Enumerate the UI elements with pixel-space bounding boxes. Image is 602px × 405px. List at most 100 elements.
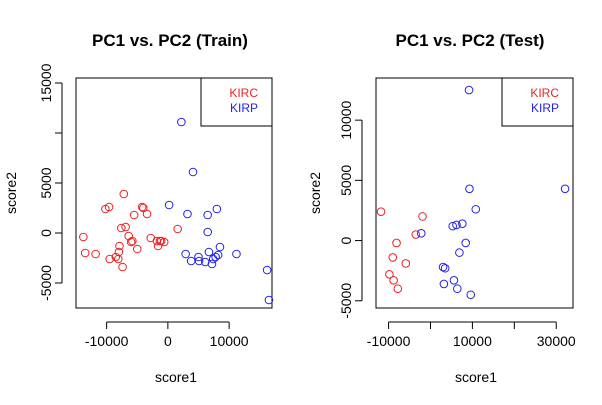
- data-point: [262, 265, 272, 275]
- y-tick-label: 15000: [38, 63, 54, 102]
- x-tick-label: 30000: [537, 333, 576, 349]
- data-point: [449, 276, 459, 285]
- data-point: [376, 207, 386, 216]
- y-tick-label: 5000: [338, 165, 354, 196]
- chart-panel-1: PC1 vs. PC2 (Train) -10000 0 10000 score1 -50…: [3, 31, 274, 385]
- data-point: [401, 259, 411, 268]
- x-axis-label: score1: [155, 369, 197, 385]
- data-point: [91, 249, 100, 259]
- data-point: [232, 249, 241, 259]
- data-point: [183, 209, 192, 219]
- y-axis-label: score2: [307, 172, 323, 214]
- series-kirc: [79, 189, 182, 272]
- data-point: [177, 117, 186, 127]
- x-tick-label: -10000: [85, 333, 129, 349]
- series-kirp: [416, 85, 570, 300]
- legend-box: [501, 77, 574, 127]
- data-point: [560, 184, 570, 194]
- data-point: [464, 85, 474, 95]
- data-point: [79, 232, 88, 242]
- y-tick-label: 0: [38, 229, 54, 237]
- y-tick-label: 10000: [338, 100, 354, 139]
- y-tick-label: 0: [338, 236, 354, 244]
- y-axis-label: score2: [3, 172, 19, 214]
- data-point: [439, 279, 449, 289]
- data-point: [121, 222, 130, 232]
- x-axis-label: score1: [455, 369, 497, 385]
- data-point: [159, 237, 169, 247]
- y-tick-label: 5000: [38, 167, 54, 198]
- data-point: [455, 248, 464, 257]
- data-point: [392, 238, 401, 248]
- x-tick-label: 10000: [210, 333, 249, 349]
- data-point: [385, 269, 394, 279]
- data-point: [471, 204, 481, 214]
- chart-panel-2: PC1 vs. PC2 (Test) -10000 10000 30000 score1…: [307, 31, 576, 385]
- data-point: [118, 262, 127, 272]
- x-tick-label: 10000: [453, 333, 492, 349]
- data-point: [213, 250, 223, 260]
- data-point: [188, 167, 198, 177]
- data-point: [164, 200, 174, 210]
- data-point: [204, 247, 214, 257]
- data-point: [452, 220, 461, 230]
- data-point: [448, 221, 458, 231]
- data-point: [203, 210, 212, 220]
- data-point: [211, 252, 220, 262]
- data-point: [388, 253, 398, 262]
- data-point: [194, 256, 204, 266]
- data-point: [129, 210, 139, 220]
- legend-entry: KIRP: [531, 101, 559, 115]
- data-point: [416, 229, 426, 238]
- y-tick-label: -5000: [38, 265, 54, 301]
- data-point: [186, 256, 196, 266]
- data-point: [453, 284, 462, 294]
- series-kirc: [376, 207, 427, 294]
- data-point: [104, 202, 114, 212]
- plot-frame: [75, 77, 273, 309]
- data-point: [194, 252, 203, 262]
- data-point: [114, 247, 124, 257]
- data-point: [173, 224, 182, 234]
- data-point: [418, 212, 427, 221]
- x-tick-label: -10000: [367, 333, 411, 349]
- data-point: [264, 295, 274, 305]
- data-point: [466, 290, 476, 300]
- legend-entry: KIRC: [229, 86, 258, 100]
- data-point: [105, 254, 114, 264]
- plot-frame: [375, 77, 574, 309]
- data-point: [411, 230, 421, 239]
- series-kirp: [164, 117, 274, 305]
- data-point: [128, 236, 137, 246]
- data-point: [438, 262, 448, 272]
- y-tick-label: -5000: [338, 283, 354, 319]
- data-point: [203, 227, 212, 237]
- chart-title: PC1 vs. PC2 (Test): [396, 31, 545, 50]
- data-point: [389, 276, 398, 285]
- data-point: [458, 219, 467, 229]
- data-point: [115, 241, 124, 251]
- chart-title: PC1 vs. PC2 (Train): [92, 31, 248, 50]
- data-point: [207, 259, 217, 269]
- data-point: [461, 238, 470, 248]
- legend-entry: KIRC: [530, 86, 559, 100]
- data-point: [111, 252, 121, 262]
- data-point: [119, 189, 129, 199]
- data-point: [465, 184, 474, 194]
- data-point: [137, 202, 147, 212]
- data-point: [132, 244, 142, 254]
- x-tick-label: 0: [164, 333, 172, 349]
- data-point: [142, 209, 152, 219]
- data-point: [80, 248, 90, 258]
- legend-box: [200, 77, 273, 127]
- data-point: [212, 204, 222, 214]
- data-point: [126, 237, 136, 247]
- data-point: [181, 249, 190, 259]
- data-point: [440, 263, 450, 273]
- data-point: [393, 284, 403, 294]
- data-point: [117, 223, 126, 233]
- legend-entry: KIRP: [230, 101, 258, 115]
